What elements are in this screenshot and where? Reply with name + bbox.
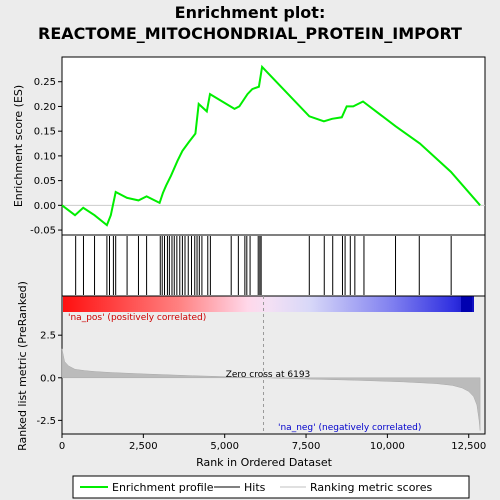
legend-box	[72, 475, 470, 499]
es-y-tick-label: 0.05	[34, 176, 56, 187]
es-y-tick-label: -0.05	[30, 226, 56, 237]
x-axis-label: Rank in Ordered Dataset	[196, 456, 333, 469]
na-neg-label: 'na_neg' (negatively correlated)	[278, 423, 421, 433]
hits-marks	[75, 236, 452, 295]
ranked-y-tick-label: -2.5	[36, 416, 56, 427]
es-y-axis-label: Enrichment score (ES)	[12, 85, 25, 207]
es-y-tick-label: 0.15	[34, 127, 56, 138]
es-y-tick-label: 0.10	[34, 151, 56, 162]
es-y-tick-label: 0.00	[34, 201, 56, 212]
title-line-2: REACTOME_MITOCHONDRIAL_PROTEIN_IMPORT	[38, 24, 462, 43]
ranked-metric-panel: 2.5 0.0 -2.5 Zero cross at 6193 'na_pos' (…	[16, 281, 486, 451]
ranked-y-tick-label: 0.0	[40, 373, 56, 384]
es-panel: 0.25 0.20 0.15 0.10 0.05 0.00 -0.05 Enrichment…	[12, 56, 486, 237]
x-axis-ticks: 0 2,500 5,000 7,500 10,000 12,500	[59, 434, 486, 452]
legend-label-enrichment: Enrichment profile	[112, 481, 214, 494]
ranked-y-ticks: 2.5 0.0 -2.5	[36, 331, 62, 427]
ranking-metric-area	[61, 348, 481, 431]
es-y-ticks: 0.25 0.20 0.15 0.10 0.05 0.00 -0.05	[30, 77, 62, 237]
legend-label-hits: Hits	[244, 481, 266, 494]
es-y-tick-label: 0.20	[34, 102, 56, 113]
ranked-y-axis-label: Ranked list metric (PreRanked)	[16, 281, 29, 451]
rank-color-bar	[63, 296, 474, 312]
x-tick-label: 0	[59, 441, 65, 452]
legend: Enrichment profile Hits Ranking metric s…	[72, 475, 470, 499]
hits-plot-area	[61, 234, 486, 297]
title-line-1: Enrichment plot:	[175, 3, 326, 22]
na-pos-label: 'na_pos' (positively correlated)	[68, 313, 206, 323]
ranked-y-tick-label: 2.5	[40, 331, 56, 342]
x-tick-label: 2,500	[129, 441, 158, 452]
es-y-tick-label: 0.25	[34, 77, 56, 88]
hits-panel	[61, 234, 486, 297]
rank-color-bar-end	[461, 296, 472, 312]
x-tick-label: 12,500	[451, 441, 486, 452]
x-tick-label: 10,000	[370, 441, 405, 452]
enrichment-profile-line	[61, 64, 481, 227]
legend-label-ranking: Ranking metric scores	[310, 481, 432, 494]
x-tick-label: 5,000	[210, 441, 239, 452]
x-tick-label: 7,500	[292, 441, 321, 452]
zero-cross-label: Zero cross at 6193	[226, 370, 311, 380]
